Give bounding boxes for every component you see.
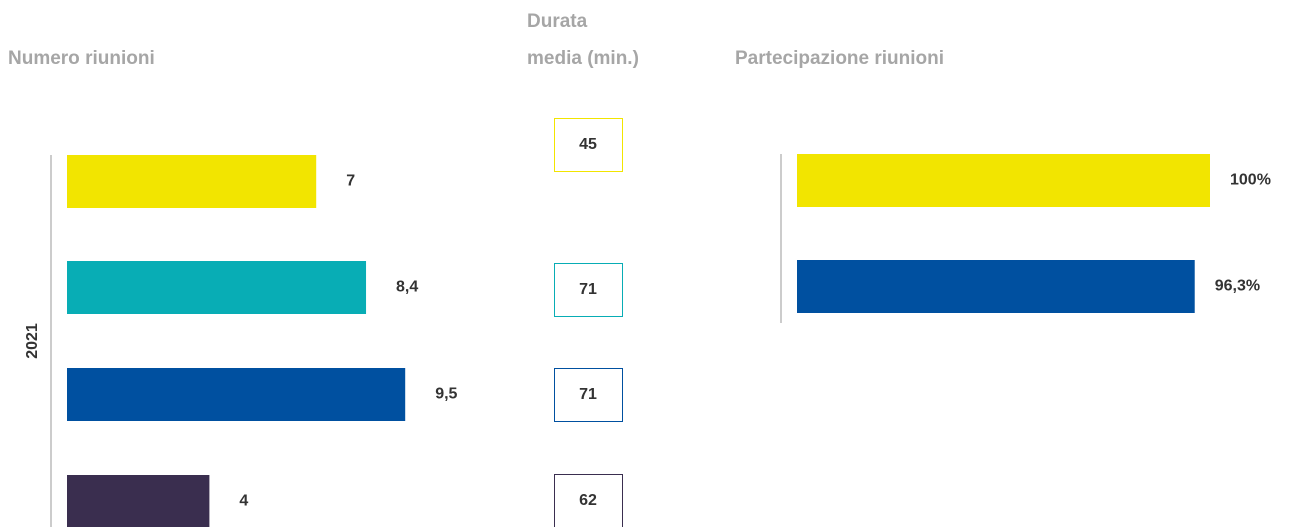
bar	[797, 154, 1210, 207]
value-label: 100%	[1230, 172, 1271, 189]
chart-title: Durata media (min.)	[527, 11, 639, 69]
value-box	[554, 474, 623, 527]
value-label: 71	[579, 386, 597, 403]
bar	[67, 368, 406, 421]
bar	[797, 260, 1195, 313]
bar	[67, 261, 367, 314]
chart-title: Partecipazione riunioni	[735, 48, 945, 69]
group-label: 2021	[24, 323, 41, 359]
value-label: 62	[579, 492, 597, 509]
bar	[67, 155, 317, 208]
value-label: 9,5	[435, 386, 457, 403]
value-box	[554, 263, 623, 317]
value-label: 4	[239, 493, 248, 510]
value-label: 71	[579, 281, 597, 298]
chart-title: Numero riunioni	[8, 48, 155, 69]
bar	[67, 475, 210, 527]
value-label: 45	[579, 136, 597, 153]
value-label: 96,3%	[1215, 278, 1260, 295]
value-label: 8,4	[396, 279, 418, 296]
value-label: 7	[346, 173, 355, 190]
value-box	[554, 118, 623, 172]
value-box	[554, 368, 623, 422]
